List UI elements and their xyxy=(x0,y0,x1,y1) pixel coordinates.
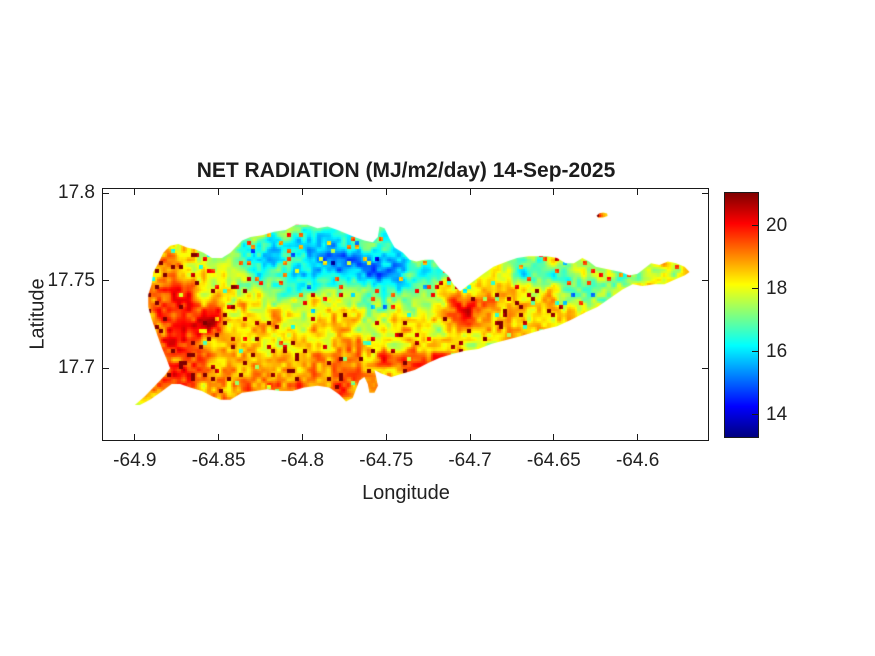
x-tick-mark-top xyxy=(301,189,303,195)
x-tick-label: -64.9 xyxy=(113,450,157,471)
x-tick-label: -64.85 xyxy=(191,450,246,471)
x-tick-mark xyxy=(553,434,555,440)
x-tick-mark-top xyxy=(553,189,555,195)
colorbar-tick-mark xyxy=(752,414,758,416)
x-tick-label: -64.7 xyxy=(448,450,492,471)
radiation-heatmap-canvas xyxy=(103,189,708,440)
y-tick-mark xyxy=(103,280,109,282)
colorbar-tick-mark xyxy=(752,288,758,290)
x-axis-label: Longitude xyxy=(362,482,450,504)
x-tick-mark-top xyxy=(637,189,639,195)
x-tick-mark xyxy=(385,434,387,440)
x-tick-label: -64.8 xyxy=(280,450,325,471)
x-tick-mark xyxy=(301,434,303,440)
y-tick-label: 17.8 xyxy=(58,182,95,204)
x-tick-mark-top xyxy=(218,189,220,195)
colorbar-tick-label: 14 xyxy=(766,403,788,425)
x-tick-mark xyxy=(469,434,471,440)
x-tick-label: -64.75 xyxy=(359,450,414,471)
y-tick-mark xyxy=(103,367,109,369)
x-tick-mark xyxy=(637,434,639,440)
y-tick-mark-right xyxy=(702,192,708,194)
x-tick-mark-top xyxy=(134,189,136,195)
colorbar-tick-mark xyxy=(752,351,758,353)
x-tick-label: -64.6 xyxy=(615,450,660,471)
y-tick-mark xyxy=(103,192,109,194)
y-tick-label: 17.75 xyxy=(47,269,95,291)
plot-title: NET RADIATION (MJ/m2/day) 14-Sep-2025 xyxy=(196,159,616,182)
x-tick-mark xyxy=(218,434,220,440)
y-tick-mark-right xyxy=(702,280,708,282)
y-tick-label: 17.7 xyxy=(58,357,95,379)
x-tick-mark xyxy=(134,434,136,440)
x-tick-mark-top xyxy=(385,189,387,195)
x-tick-mark-top xyxy=(469,189,471,195)
colorbar-tick-label: 16 xyxy=(766,340,788,362)
x-tick-label: -64.65 xyxy=(526,450,581,471)
y-tick-mark-right xyxy=(702,367,708,369)
colorbar-tick-mark xyxy=(752,225,758,227)
colorbar xyxy=(724,192,759,438)
colorbar-gradient xyxy=(725,193,758,437)
colorbar-tick-label: 18 xyxy=(766,277,788,299)
colorbar-tick-label: 20 xyxy=(766,214,788,236)
